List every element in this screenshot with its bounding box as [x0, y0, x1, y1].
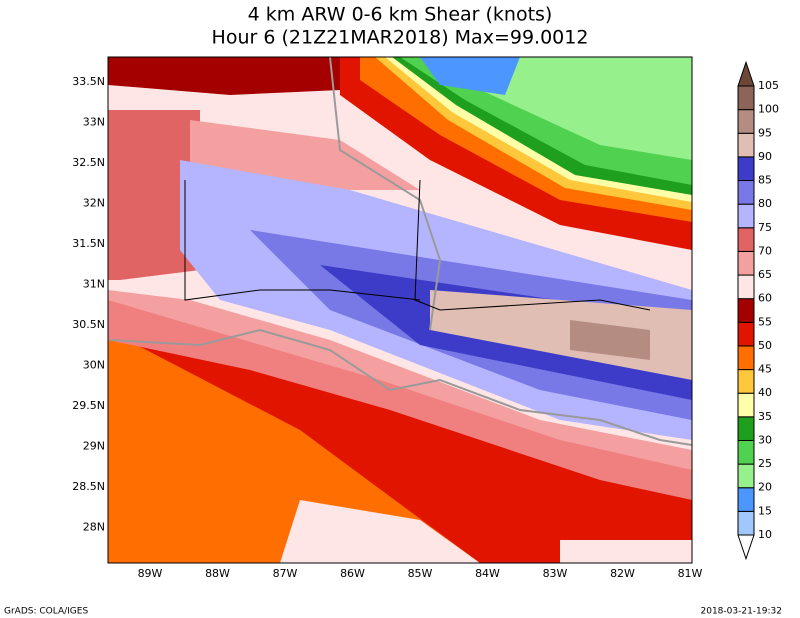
- lat-label: 29.5N: [72, 399, 105, 412]
- colorbar-box: [737, 416, 755, 441]
- colorbar-box: [737, 298, 755, 323]
- footer-right: 2018-03-21-19:32: [701, 607, 783, 617]
- colorbar-box: [737, 180, 755, 205]
- colorbar-box: [737, 439, 755, 465]
- lat-label: 28.5N: [72, 480, 105, 493]
- colorbar-label: 35: [758, 410, 772, 423]
- lat-label: 30.5N: [72, 318, 105, 331]
- colorbar-label: 20: [758, 481, 772, 494]
- colorbar-label: 70: [758, 244, 772, 257]
- colorbar-label: 75: [758, 221, 772, 234]
- colorbar-box: [737, 203, 755, 229]
- colorbar-box: [737, 392, 755, 418]
- colorbar-label: 25: [758, 457, 772, 470]
- colorbar-label: 45: [758, 363, 772, 376]
- lon-label: 87W: [273, 567, 298, 580]
- lon-label: 82W: [610, 567, 635, 580]
- colorbar-label: 30: [758, 433, 772, 446]
- colorbar-box: [737, 227, 755, 252]
- colorbar-box: [737, 487, 755, 512]
- colorbar-end: [737, 534, 755, 561]
- lat-label: 30N: [83, 359, 105, 372]
- lat-label: 28N: [83, 521, 105, 534]
- title-line: 4 km ARW 0-6 km Shear (knots): [248, 4, 553, 26]
- footer-left: GrADS: COLA/IGES: [4, 607, 88, 617]
- colorbar-label: 105: [758, 79, 779, 92]
- colorbar-label: 95: [758, 126, 772, 139]
- lon-label: 83W: [543, 567, 568, 580]
- colorbar-box: [737, 274, 755, 300]
- colorbar-box: [737, 85, 755, 111]
- lat-label: 31.5N: [72, 237, 105, 250]
- colorbar-end: [737, 60, 755, 87]
- lat-label: 32N: [83, 197, 105, 210]
- lon-label: 86W: [340, 567, 365, 580]
- colorbar-label: 40: [758, 386, 772, 399]
- colorbar-box: [737, 132, 755, 158]
- colorbar-box: [737, 250, 755, 276]
- map-frame: [107, 56, 693, 564]
- colorbar-label: 85: [758, 174, 772, 187]
- lon-label: 84W: [475, 567, 500, 580]
- colorbar-box: [737, 156, 755, 182]
- colorbar-label: 90: [758, 150, 772, 163]
- colorbar-box: [737, 463, 755, 489]
- lat-label: 31N: [83, 278, 105, 291]
- colorbar-label: 60: [758, 292, 772, 305]
- colorbar-label: 15: [758, 504, 772, 517]
- colorbar-box: [737, 369, 755, 394]
- colorbar-box: [737, 510, 755, 536]
- colorbar-label: 50: [758, 339, 772, 352]
- lat-label: 29N: [83, 440, 105, 453]
- lat-label: 32.5N: [72, 156, 105, 169]
- lon-label: 89W: [138, 567, 163, 580]
- colorbar-box: [737, 345, 755, 371]
- title-line: Hour 6 (21Z21MAR2018) Max=99.0012: [212, 27, 589, 49]
- colorbar-box: [737, 321, 755, 347]
- lon-label: 81W: [678, 567, 703, 580]
- lon-label: 88W: [205, 567, 230, 580]
- lat-label: 33N: [83, 116, 105, 129]
- colorbar-box: [737, 109, 755, 134]
- colorbar-label: 80: [758, 197, 772, 210]
- colorbar-label: 10: [758, 528, 772, 541]
- colorbar-label: 55: [758, 315, 772, 328]
- map-field: [108, 57, 692, 563]
- colorbar-label: 100: [758, 103, 779, 116]
- colorbar-label: 65: [758, 268, 772, 281]
- lat-label: 33.5N: [72, 75, 105, 88]
- lon-label: 85W: [408, 567, 433, 580]
